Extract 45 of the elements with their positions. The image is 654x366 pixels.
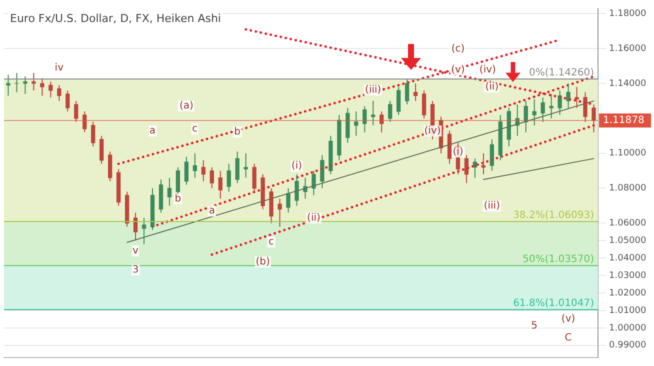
ref-line-label: 0%(1.14260) <box>528 68 594 79</box>
y-tick-label: 1.14000 <box>609 78 646 89</box>
annotation: iv <box>54 62 65 74</box>
candlestick <box>40 78 44 96</box>
y-tick-label: 1.06000 <box>609 218 646 228</box>
candlestick <box>14 72 19 93</box>
y-tick-label: 1.00000 <box>609 323 646 334</box>
annotation: (i) <box>290 160 304 172</box>
annotation: (ii) <box>484 81 500 92</box>
ref-line-label: 38.2%(1.06093) <box>513 210 594 222</box>
y-tick-label: 0.99000 <box>609 340 646 351</box>
annotation: b <box>174 193 182 204</box>
y-tick-label: 1.03000 <box>609 270 646 281</box>
annotation: v <box>132 246 140 257</box>
annotation: (iv) <box>478 64 497 75</box>
chart-title: Euro Fx/U.S. Dollar, D, FX, Heiken Ashi <box>8 12 223 26</box>
y-tick-label: 1.04000 <box>609 253 646 264</box>
y-tick-label: 1.16000 <box>609 44 646 54</box>
annotation: a <box>148 125 157 136</box>
annotation: (ii) <box>306 212 322 224</box>
annotation: (i) <box>452 146 464 158</box>
annotation: (v) <box>450 64 466 75</box>
annotation: c <box>191 123 199 134</box>
y-tick-label: 1.08000 <box>609 184 646 194</box>
y-tick-label: 1.18000 <box>609 8 646 19</box>
annotation: (iii) <box>364 84 382 96</box>
annotation: 5 <box>530 320 539 332</box>
annotation: (c) <box>450 43 466 54</box>
annotation: (iv) <box>423 125 442 136</box>
y-tick-label: 1.10000 <box>609 148 646 159</box>
annotation: (iii) <box>482 200 501 212</box>
annotation: (a) <box>178 100 194 112</box>
annotation: C <box>564 332 573 344</box>
annotation: 3 <box>131 264 140 276</box>
ref-line-label: 1.11878 <box>603 115 644 126</box>
y-tick-label: 1.01000 <box>609 306 646 316</box>
y-tick-label: 1.05000 <box>609 236 646 246</box>
annotation: b <box>233 126 242 138</box>
annotation: (v) <box>560 314 576 325</box>
annotation: a <box>208 205 216 216</box>
ref-line-label: 50%(1.03570) <box>522 254 594 266</box>
annotation: (b) <box>254 256 271 268</box>
annotation: c <box>268 236 276 248</box>
ref-line-label: 61.8%(1.01047) <box>513 298 594 310</box>
y-tick-label: 1.02000 <box>609 288 646 298</box>
